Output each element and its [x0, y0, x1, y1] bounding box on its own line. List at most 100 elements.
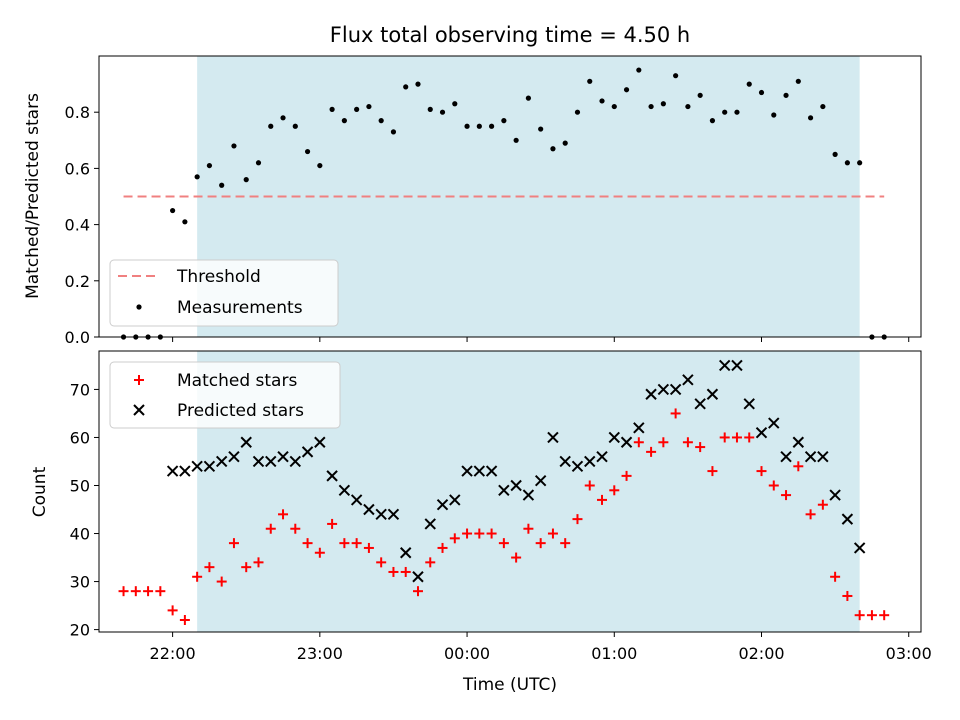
top-y-ticks: 0.0 0.2 0.4 0.6 0.8 [65, 103, 99, 347]
matched-star-point [241, 562, 252, 573]
measurement-point [611, 103, 617, 110]
predicted-star-mark-b [817, 450, 829, 463]
predicted-star-mark-b [363, 503, 375, 516]
predicted-star-mark-b [706, 388, 719, 400]
predicted-star-point [522, 489, 535, 501]
matched-star-point [376, 557, 387, 568]
matched-star-point [879, 610, 890, 621]
predicted-star-point [706, 388, 719, 400]
bottom-legend-box [109, 361, 341, 429]
measurement-point [709, 118, 716, 124]
predicted-star-mark-b [768, 417, 780, 429]
predicted-star-point [768, 417, 780, 429]
predicted-star-point [301, 446, 314, 458]
predicted-star-mark-b [755, 426, 768, 439]
predicted-star-mark-b [326, 470, 338, 482]
measurement-point [857, 160, 863, 166]
legend-predicted-label: Predicted stars [177, 401, 304, 421]
measurement-point [697, 92, 703, 98]
predicted-star-mark-b [645, 388, 657, 400]
measurement-point [231, 143, 237, 149]
matched-star-point [118, 586, 129, 597]
predicted-star-point [203, 460, 216, 472]
predicted-star-point [596, 450, 608, 463]
predicted-star-point [265, 455, 277, 468]
measurement-point [820, 103, 826, 110]
bottom-y-tick-label: 30 [70, 573, 90, 592]
predicted-star-point [400, 547, 412, 559]
matched-star-point [179, 614, 190, 625]
legend-matched-label: Matched stars [177, 371, 297, 391]
predicted-star-point [534, 474, 547, 487]
measurement-point [354, 106, 360, 112]
predicted-star-point [645, 388, 657, 400]
predicted-star-mark-b [682, 374, 694, 386]
matched-star-point [327, 518, 338, 529]
measurement-point [783, 92, 789, 98]
measurement-point [844, 160, 850, 166]
predicted-star-point [215, 455, 228, 468]
matched-star-point [265, 523, 276, 534]
matched-star-point [253, 557, 264, 568]
predicted-star-point [780, 450, 792, 463]
matched-star-point [854, 610, 865, 621]
matched-star-point [314, 547, 325, 558]
bottom-y-tick-label: 50 [70, 476, 90, 495]
matched-star-point [547, 528, 558, 539]
measurement-point [648, 103, 654, 110]
matched-star-point [560, 538, 571, 549]
predicted-star-mark-b [620, 436, 633, 448]
measurement-point [476, 123, 482, 129]
matched-star-point [425, 557, 436, 568]
measurement-point [206, 162, 213, 169]
predicted-star-mark-b [731, 359, 743, 372]
matched-star-point [707, 466, 718, 477]
predicted-star-mark-b [252, 455, 265, 468]
predicted-star-point [792, 436, 805, 448]
predicted-star-point [363, 503, 375, 516]
measurement-point [341, 118, 347, 124]
predicted-star-mark-b [375, 508, 387, 521]
measurement-point [415, 81, 421, 87]
matched-star-point [278, 509, 289, 520]
predicted-star-point [657, 383, 670, 396]
measurement-point [832, 151, 838, 157]
predicted-star-point [694, 398, 706, 410]
matched-star-point [204, 562, 215, 573]
measurement-point [439, 109, 446, 115]
matched-star-point [658, 437, 669, 448]
legend-threshold-label: Threshold [176, 267, 261, 287]
top-y-tick-label: 0.2 [65, 272, 90, 291]
measurement-point [366, 103, 372, 110]
matched-star-point [363, 542, 374, 553]
top-axes-frame [98, 55, 922, 338]
top-y-tick-label: 0.4 [65, 216, 90, 235]
predicted-star-mark-b [314, 436, 326, 448]
matched-star-point [351, 538, 362, 549]
matched-star-point [633, 437, 644, 448]
predicted-star-point [485, 465, 498, 477]
predicted-star-mark-b [584, 455, 596, 468]
measurement-point [403, 84, 409, 90]
x-tick-label: 01:00 [591, 644, 637, 663]
measurement-point [268, 123, 274, 129]
predicted-star-point [559, 455, 571, 468]
matched-star-point [842, 590, 853, 601]
x-tick-label: 02:00 [738, 644, 784, 663]
predicted-star-mark-b [191, 460, 203, 472]
matched-star-point [695, 442, 706, 453]
predicted-star-point [179, 465, 191, 477]
top-x-ticks [172, 337, 910, 342]
predicted-star-point [743, 398, 755, 410]
predicted-star-mark-b [265, 455, 277, 468]
measurement-point [771, 112, 777, 118]
predicted-star-point [584, 455, 596, 468]
matched-star-point [646, 446, 657, 457]
predicted-star-mark-b [277, 450, 289, 463]
predicted-star-mark-b [498, 484, 510, 497]
matched-star-point [167, 605, 178, 616]
legend-measurements-label: Measurements [177, 298, 303, 318]
measurement-point [329, 106, 335, 112]
bottom-y-tick-label: 40 [70, 525, 90, 544]
